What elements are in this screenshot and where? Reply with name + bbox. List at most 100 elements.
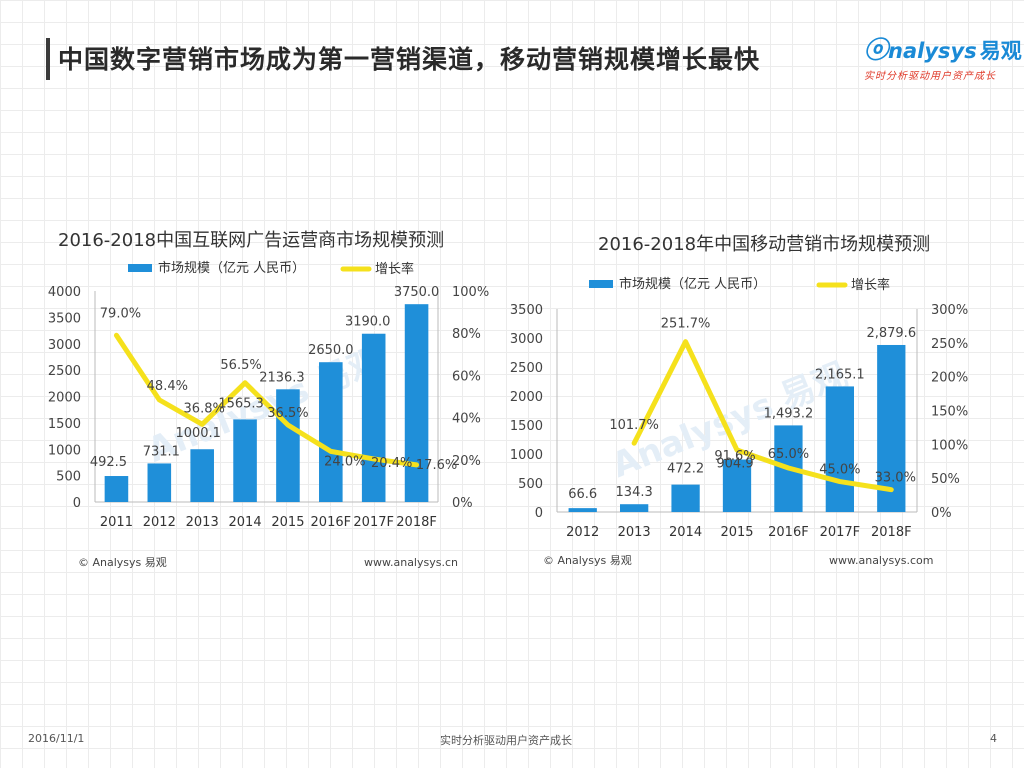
chart1-title: 2016-2018中国互联网广告运营商市场规模预测 xyxy=(58,230,445,251)
chart-mobile-marketing-market: 市场规模（亿元 人民币） 增长率 0 500 1000 1500 2000 2500 3000 3… xyxy=(510,276,968,567)
c1-bar-value-label: 3750.0 xyxy=(394,285,440,300)
c1-ytick-right: 40% xyxy=(452,412,481,427)
c2-bar-value-label: 2,165.1 xyxy=(815,367,865,382)
logo-brand-cn: 易观 xyxy=(979,39,1022,63)
c1-url: www.analysys.cn xyxy=(364,556,458,569)
c1-xtick: 2012 xyxy=(143,515,176,530)
chart2-title: 2016-2018年中国移动营销市场规模预测 xyxy=(598,234,931,255)
logo-brand: nalysys xyxy=(888,39,977,63)
c2-bar-value-label: 66.6 xyxy=(568,487,597,502)
c2-bar-value-label: 472.2 xyxy=(667,462,704,477)
c2-bar xyxy=(671,484,700,512)
c2-bar-value-label: 2,879.6 xyxy=(866,326,916,341)
c1-growth-line xyxy=(113,332,420,468)
c2-growth-value-label: 91.6% xyxy=(714,449,755,464)
c1-xtick: 2011 xyxy=(100,515,133,530)
c1-bar xyxy=(104,476,129,502)
c2-growth-line xyxy=(631,339,894,493)
c2-ytick-right: 300% xyxy=(931,303,968,318)
c1-ytick-right: 80% xyxy=(452,327,481,342)
c2-bar-value-label: 904.9 xyxy=(716,457,753,472)
logo-wordmark: ⓞnalysys 易观 xyxy=(864,30,1022,65)
c2-growth-value-label: 45.0% xyxy=(819,463,860,478)
c2-growth-value-label: 33.0% xyxy=(875,471,916,486)
chart-internet-ad-market: 市场规模（亿元 人民币） 增长率 0 500 1000 1500 2000 2500 3000 3… xyxy=(48,260,489,569)
c2-ytick-left: 3500 xyxy=(510,303,543,318)
c1-bar-value-label: 492.5 xyxy=(90,455,127,470)
c1-growth-value-label: 36.5% xyxy=(267,406,308,421)
c2-ytick-left: 3000 xyxy=(510,332,543,347)
c1-bar-value-label: 2136.3 xyxy=(259,370,305,385)
c1-ytick-right: 100% xyxy=(452,285,489,300)
c1-xtick: 2015 xyxy=(271,515,304,530)
c2-url: www.analysys.com xyxy=(829,554,933,567)
c1-growth-value-label: 17.6% xyxy=(416,458,457,473)
c2-ytick-left: 1000 xyxy=(510,448,543,463)
c2-source: © Analysys 易观 xyxy=(543,554,632,567)
c2-ytick-right: 100% xyxy=(931,438,968,453)
c1-growth-value-label: 48.4% xyxy=(147,379,188,394)
c1-bar xyxy=(147,463,172,502)
c1-growth-value-label: 56.5% xyxy=(220,358,261,373)
c2-ytick-right: 50% xyxy=(931,472,960,487)
c1-growth-value-label: 79.0% xyxy=(100,306,141,321)
c1-source: © Analysys 易观 xyxy=(78,556,167,569)
c2-growth-value-label: 101.7% xyxy=(609,418,659,433)
c2-ytick-left: 2000 xyxy=(510,390,543,405)
c2-bar xyxy=(877,344,906,512)
c2-ytick-right: 250% xyxy=(931,337,968,352)
c2-xtick: 2012 xyxy=(566,525,599,540)
c2-bar-value-label: 134.3 xyxy=(616,485,653,500)
c1-growth-value-label: 24.0% xyxy=(324,454,365,469)
c2-ytick-right: 0% xyxy=(931,506,952,521)
c2-ytick-left: 2500 xyxy=(510,361,543,376)
c1-bar xyxy=(361,333,386,502)
c1-ytick-left: 500 xyxy=(56,470,81,485)
c2-ytick-right: 200% xyxy=(931,371,968,386)
c2-ytick-left: 1500 xyxy=(510,419,543,434)
c1-bar-value-label: 3190.0 xyxy=(345,315,391,330)
c1-xtick: 2014 xyxy=(229,515,262,530)
c1-ytick-left: 1500 xyxy=(48,417,81,432)
c1-bar xyxy=(319,362,343,502)
page-number: 4 xyxy=(990,732,997,745)
c2-bar xyxy=(568,508,597,512)
c2-xtick: 2013 xyxy=(618,525,651,540)
c1-ytick-left: 2000 xyxy=(48,391,81,406)
c1-growth-value-label: 20.4% xyxy=(371,456,412,471)
c1-bar xyxy=(190,449,214,502)
c1-xtick: 2017F xyxy=(353,515,394,530)
c1-xtick: 2018F xyxy=(396,515,437,530)
c2-ytick-right: 150% xyxy=(931,405,968,420)
c1-ytick-left: 3500 xyxy=(48,311,81,326)
c1-ytick-left: 3000 xyxy=(48,338,81,353)
c1-ytick-right: 60% xyxy=(452,369,481,384)
c1-bar xyxy=(404,304,429,502)
c1-bar-value-label: 1000.1 xyxy=(175,426,221,441)
footer-tagline: 实时分析驱动用户资产成长 xyxy=(440,734,572,747)
c1-bar xyxy=(233,419,257,502)
footer-date: 2016/11/1 xyxy=(28,732,85,745)
c1-bar-value-label: 1565.3 xyxy=(218,396,264,411)
c1-xtick: 2013 xyxy=(186,515,219,530)
c1-xtick: 2016F xyxy=(311,515,352,530)
analysys-logo: ⓞnalysys 易观 实时分析驱动用户资产成长 xyxy=(864,30,1022,85)
c2-legend-bar-swatch xyxy=(589,280,613,288)
c1-bar-value-label: 2650.0 xyxy=(308,343,354,358)
c2-xtick: 2015 xyxy=(720,525,753,540)
title-accent-bar xyxy=(46,38,50,80)
c2-xtick: 2014 xyxy=(669,525,702,540)
c2-legend-line-label: 增长率 xyxy=(851,277,890,293)
logo-tagline: 实时分析驱动用户资产成长 xyxy=(864,71,996,82)
c1-legend-bar-swatch xyxy=(128,264,152,272)
c2-bar xyxy=(620,504,649,512)
c2-xtick: 2017F xyxy=(820,525,861,540)
c2-bar xyxy=(722,459,752,512)
c1-ytick-right: 0% xyxy=(452,496,473,511)
c2-legend-bar-label: 市场规模（亿元 人民币） xyxy=(619,276,766,292)
c1-ytick-left: 4000 xyxy=(48,285,81,300)
page-title: 中国数字营销市场成为第一营销渠道，移动营销规模增长最快 xyxy=(58,45,761,74)
c2-ytick-left: 0 xyxy=(535,506,543,521)
c1-ytick-right: 20% xyxy=(452,454,481,469)
c1-ytick-left: 2500 xyxy=(48,364,81,379)
